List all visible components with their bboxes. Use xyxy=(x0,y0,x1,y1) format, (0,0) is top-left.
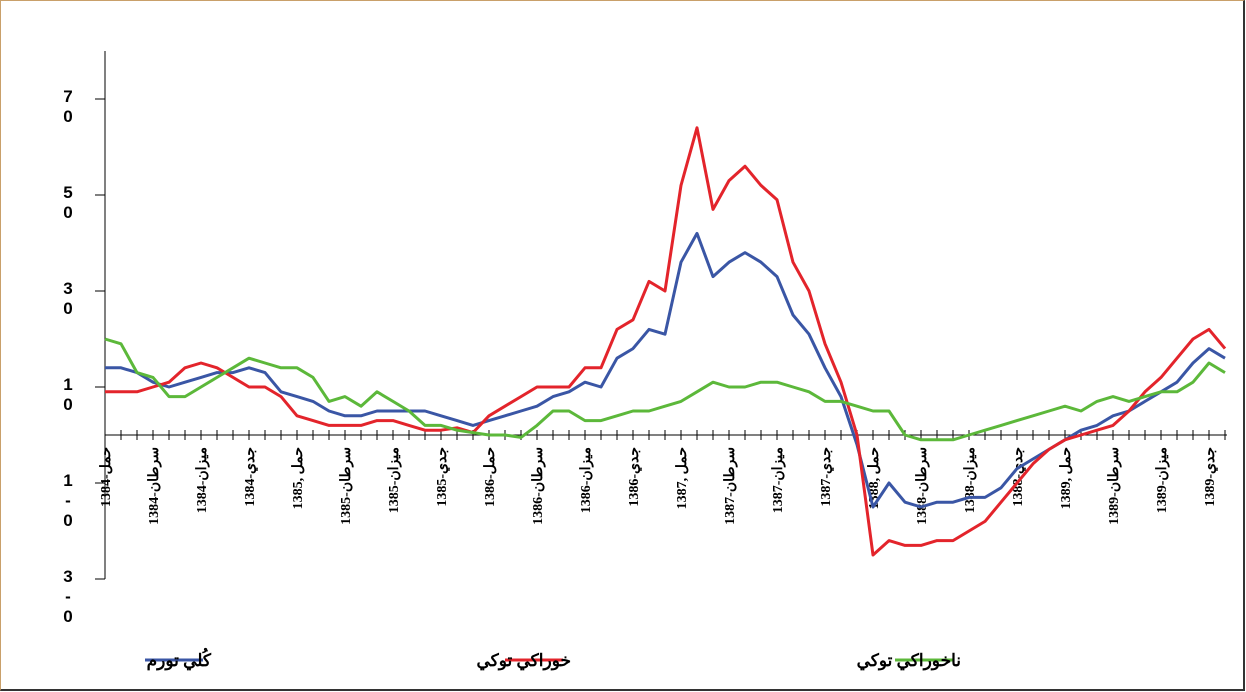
series-line xyxy=(104,337,1226,442)
x-tick-label: 1387-سرطان xyxy=(723,447,738,525)
y-tick-label: 30 xyxy=(63,279,73,318)
x-tick-label: 1385-سرطان xyxy=(339,447,354,525)
y-tick-label: 1-0 xyxy=(63,471,73,530)
x-tick-label: 1386-ميزان xyxy=(579,447,594,513)
x-tick-label: 1386-حمل xyxy=(483,447,498,507)
legend-label: خوراكي توكي xyxy=(476,651,571,671)
x-tick-label: 1389, حمل xyxy=(1059,447,1074,509)
x-tick-label: 1387, حمل xyxy=(675,447,690,509)
series-line xyxy=(105,126,1227,557)
x-tick-label: 1385-جدي xyxy=(435,447,450,507)
x-tick-label: 1388-ميزان xyxy=(963,447,978,513)
x-tick-label: 1388, حمل xyxy=(867,447,882,509)
x-tick-label: 1384-جدي xyxy=(243,447,258,507)
x-tick-label: 1385-ميزان xyxy=(387,447,402,513)
x-tick-label: 1385, حمل xyxy=(291,447,306,509)
x-tick-label: 1384-حمل xyxy=(99,447,114,507)
x-tick-label: 1384-ميزان xyxy=(195,447,210,513)
x-tick-label: 1389-سرطان xyxy=(1107,447,1122,525)
x-tick-label: 1386-سرطان xyxy=(531,447,546,525)
y-tick-label: 70 xyxy=(63,87,73,126)
x-tick-label: 1388-سرطان xyxy=(915,447,930,525)
x-tick-label: 1386-جدي xyxy=(627,447,642,507)
legend-label: كُلي تورم xyxy=(147,647,212,671)
x-tick-label: 1387-جدي xyxy=(819,447,834,507)
x-tick-label: 1388-جدي xyxy=(1011,447,1026,507)
series-line xyxy=(105,231,1226,509)
y-tick-label: 50 xyxy=(63,183,73,222)
x-tick-label: 1389-ميزان xyxy=(1155,447,1170,513)
y-tick-label: 3-0 xyxy=(63,567,73,626)
legend-label: ناخوراكي توكي xyxy=(857,651,961,671)
x-tick-label: 1387-ميزان xyxy=(771,447,786,513)
x-tick-label: 1384-سرطان xyxy=(147,447,162,525)
x-tick-label: 1389-جدي xyxy=(1203,447,1218,507)
y-tick-label: 10 xyxy=(63,375,73,414)
